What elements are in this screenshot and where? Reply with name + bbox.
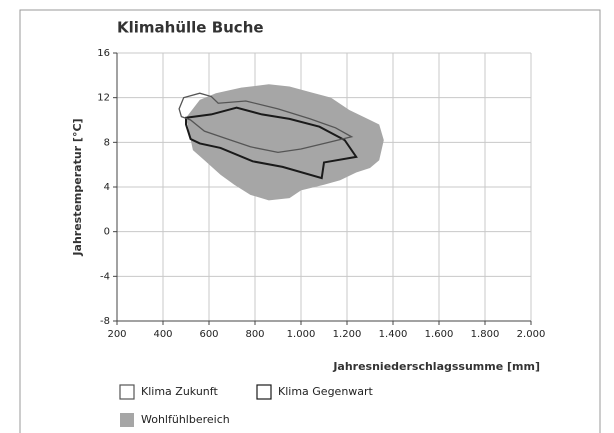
legend-label: Klima Zukunft	[141, 385, 218, 398]
y-tick-label: 8	[104, 137, 110, 148]
x-tick-label: 1.800	[471, 329, 500, 340]
frame	[19, 9, 601, 433]
legend-label: Klima Gegenwart	[278, 385, 374, 398]
y-tick-label: 0	[104, 227, 110, 238]
y-tick-label: -4	[100, 271, 110, 282]
legend-label: Wohlfühlbereich	[141, 413, 230, 426]
legend-swatch	[256, 384, 272, 400]
x-tick-label: 600	[199, 329, 218, 340]
y-axis-label: Jahrestemperatur [°C]	[71, 118, 84, 256]
x-tick-label: 1.400	[379, 329, 408, 340]
x-tick-label: 1.200	[333, 329, 362, 340]
y-tick-label: 4	[104, 182, 110, 193]
y-tick-label: 16	[97, 48, 110, 59]
outline	[185, 106, 358, 180]
area	[186, 84, 384, 201]
legend-swatch	[120, 413, 134, 427]
x-tick-label: 2.000	[517, 329, 546, 340]
outline	[178, 92, 354, 154]
y-tick-label: 12	[97, 93, 110, 104]
x-tick-label: 200	[107, 329, 126, 340]
x-axis-label: Jahresniederschlagssumme [mm]	[332, 360, 540, 373]
x-tick-label: 800	[245, 329, 264, 340]
chart-title: Klimahülle Buche	[117, 19, 264, 37]
y-tick-label: -8	[100, 316, 110, 327]
x-tick-label: 400	[153, 329, 172, 340]
x-tick-label: 1.000	[287, 329, 316, 340]
legend-swatch	[119, 384, 135, 400]
x-tick-label: 1.600	[425, 329, 454, 340]
